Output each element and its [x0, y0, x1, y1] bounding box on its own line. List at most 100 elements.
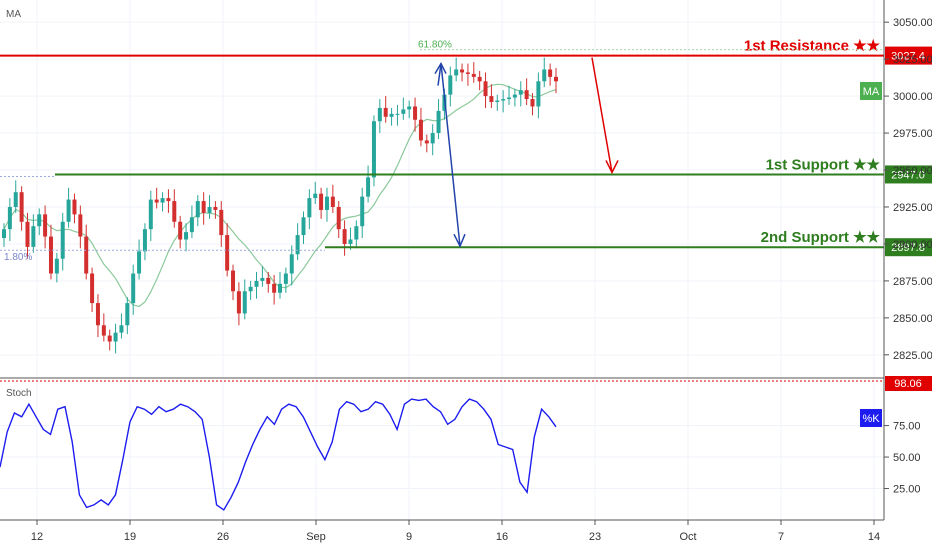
fib-label-lower: 1.80% — [4, 252, 32, 263]
candle-body — [13, 192, 18, 207]
candle-body — [319, 193, 324, 210]
candle-body — [324, 196, 329, 210]
price-tick-label: 2850.00 — [893, 313, 932, 325]
main-pane-background — [0, 0, 884, 377]
candle-body — [554, 76, 558, 82]
indicator-label-stoch: Stoch — [6, 388, 32, 399]
stoch-tick-label: 50.00 — [893, 452, 921, 464]
fib-arrow-down-head — [453, 233, 466, 248]
price-tick-label: 2900.00 — [893, 239, 932, 251]
time-tick-label: 19 — [124, 531, 136, 543]
time-tick-label: 7 — [778, 531, 784, 543]
candle-body — [536, 81, 541, 107]
levels-layer: 1st Resistance ★★ 3027.4 1st Support ★★ 294… — [0, 38, 932, 263]
candle-body — [295, 235, 300, 255]
price-tick-label: 3025.00 — [893, 54, 932, 66]
support-1-tag: 2947.0 — [891, 169, 925, 181]
candle-body — [31, 226, 36, 247]
candle-body — [383, 107, 388, 117]
candle-body — [436, 110, 441, 134]
candle-body — [90, 273, 95, 304]
candle-body — [66, 199, 71, 222]
support-2-tag-bg — [885, 238, 932, 257]
candle-body — [113, 332, 118, 342]
candle-body — [142, 229, 147, 252]
stoch-k-line — [0, 398, 557, 511]
candle-body — [518, 90, 523, 95]
candle-body — [307, 198, 312, 218]
candle-body — [278, 283, 282, 293]
candle-body — [313, 193, 318, 199]
price-tick-label: 3050.00 — [893, 17, 932, 29]
candle-body — [454, 69, 459, 76]
candle-body — [119, 325, 124, 333]
candle-body — [483, 81, 488, 97]
time-tick-label: 12 — [31, 531, 43, 543]
candle-body — [19, 192, 24, 222]
candle-body — [84, 236, 89, 274]
stoch-grid — [0, 380, 884, 490]
fib-arrow-up — [437, 63, 442, 86]
candle-body — [524, 90, 529, 100]
stoch-overbought-tag-bg — [885, 376, 932, 391]
k-badge: %K — [862, 413, 880, 425]
candle-body — [401, 109, 406, 114]
time-tick-label: Sep — [306, 531, 326, 543]
candle-body — [148, 199, 153, 230]
candle-body — [460, 69, 465, 73]
candle-body — [465, 72, 470, 74]
resistance-1-label: 1st Resistance ★★ — [744, 38, 881, 55]
candle-body — [477, 76, 482, 82]
candle-body — [542, 69, 547, 82]
stoch-tick-label: 25.00 — [893, 484, 921, 496]
candle-body — [2, 229, 6, 239]
candle-body — [366, 177, 371, 197]
candle-body — [78, 214, 83, 237]
candle-body — [413, 106, 418, 120]
time-axis[interactable]: 12 19 26 Sep 9 16 23 Oct 7 14 — [31, 520, 880, 543]
candle-body — [60, 221, 65, 259]
support-2-label: 2nd Support ★★ — [761, 229, 881, 246]
candle-body — [160, 198, 165, 203]
candle-body — [254, 280, 259, 287]
stoch-tick-label: 75.00 — [893, 421, 921, 433]
candle-body — [360, 196, 365, 227]
candle-body — [289, 254, 294, 274]
candle-body — [389, 113, 394, 117]
time-tick-label: 23 — [589, 531, 601, 543]
candle-body — [166, 198, 171, 202]
candle-body — [371, 121, 376, 178]
candle-body — [236, 291, 241, 314]
candle-body — [342, 229, 347, 244]
candle-body — [43, 214, 48, 237]
candle-body — [178, 221, 183, 240]
time-tick-label: 9 — [406, 531, 412, 543]
candle-body — [501, 99, 506, 101]
candle-body — [407, 106, 412, 110]
candle-body — [548, 69, 553, 77]
price-tick-label: 3000.00 — [893, 91, 932, 103]
candle-body — [95, 303, 100, 326]
support-1-tag-bg — [885, 165, 932, 184]
candle-body — [424, 140, 429, 144]
candle-body — [231, 270, 236, 292]
candle-body — [125, 303, 130, 326]
candle-body — [25, 221, 30, 247]
candle-body — [225, 235, 230, 271]
support-2-tag: 2897.8 — [891, 242, 925, 254]
fib-arrow-down — [440, 63, 461, 247]
candle-body — [495, 100, 500, 103]
candle-body — [154, 199, 159, 203]
candle-body — [201, 201, 206, 213]
candle-body — [489, 96, 494, 103]
candle-body — [260, 277, 265, 281]
price-axis[interactable]: 2825.00 2850.00 2875.00 2900.00 2925.00 2950.… — [884, 17, 932, 362]
main-grid — [0, 0, 884, 520]
arrow-down-head — [605, 160, 619, 175]
candle-body — [507, 97, 512, 100]
stoch-axis[interactable]: 98.06 25.00 50.00 75.00 — [884, 376, 932, 496]
candle-body — [395, 113, 400, 115]
price-tick-label: 2950.00 — [893, 165, 932, 177]
ma-badge-bg — [860, 82, 882, 100]
